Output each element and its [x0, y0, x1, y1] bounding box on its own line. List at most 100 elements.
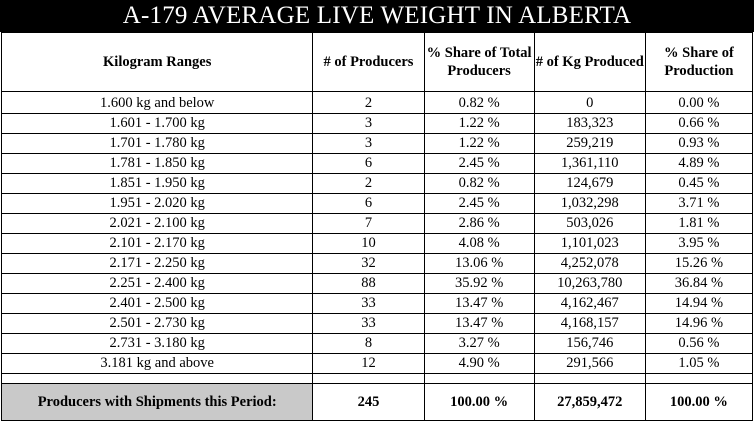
cell-share-producers: 13.47 % [423, 293, 535, 314]
cell-share-production: 0.45 % [644, 173, 754, 194]
cell-share-production: 0.93 % [644, 133, 754, 154]
cell-share-production: 14.94 % [644, 293, 754, 314]
cell-range: 2.401 - 2.500 kg [0, 293, 314, 314]
table-row: 2.731 - 3.180 kg 8 3.27 % 156,746 0.56 % [0, 333, 754, 354]
cell-range: 1.600 kg and below [0, 91, 314, 114]
cell-producers: 6 [312, 193, 425, 214]
spacer-row [0, 373, 754, 384]
cell-share-producers: 4.08 % [423, 233, 535, 254]
cell-range: 1.951 - 2.020 kg [0, 193, 314, 214]
table-row: 2.501 - 2.730 kg 33 13.47 % 4,168,157 14.96 … [0, 313, 754, 334]
cell-range: 2.731 - 3.180 kg [0, 333, 314, 354]
cell-range: 2.021 - 2.100 kg [0, 213, 314, 234]
cell-range: 2.171 - 2.250 kg [0, 253, 314, 274]
cell-producers: 8 [312, 333, 425, 354]
table-row: 2.101 - 2.170 kg 10 4.08 % 1,101,023 3.95 % [0, 233, 754, 254]
cell-kg-produced: 0 [533, 91, 646, 114]
cell-producers: 10 [312, 233, 425, 254]
table-row: 2.251 - 2.400 kg 88 35.92 % 10,263,780 36.84… [0, 273, 754, 294]
cell-share-production: 0.66 % [644, 113, 754, 134]
cell-share-producers: 1.22 % [423, 113, 535, 134]
totals-row: Producers with Shipments this Period: 24… [0, 383, 754, 421]
totals-kg-produced: 27,859,472 [533, 383, 646, 421]
totals-producers: 245 [312, 383, 425, 421]
table-row: 2.401 - 2.500 kg 33 13.47 % 4,162,467 14.94 … [0, 293, 754, 314]
cell-range: 1.701 - 1.780 kg [0, 133, 314, 154]
live-weight-table: Kilogram Ranges # of Producers % Share o… [0, 32, 754, 421]
cell-share-producers: 3.27 % [423, 333, 535, 354]
table-row: 1.600 kg and below 2 0.82 % 0 0.00 % [0, 91, 754, 114]
cell-kg-produced: 4,252,078 [533, 253, 646, 274]
cell-kg-produced: 124,679 [533, 173, 646, 194]
header-kilogram-ranges: Kilogram Ranges [0, 32, 314, 92]
totals-label: Producers with Shipments this Period: [0, 383, 314, 421]
cell-kg-produced: 1,032,298 [533, 193, 646, 214]
cell-kg-produced: 4,162,467 [533, 293, 646, 314]
cell-kg-produced: 1,101,023 [533, 233, 646, 254]
cell-share-producers: 2.45 % [423, 153, 535, 174]
cell-kg-produced: 156,746 [533, 333, 646, 354]
cell-kg-produced: 259,219 [533, 133, 646, 154]
cell-range: 1.781 - 1.850 kg [0, 153, 314, 174]
cell-share-producers: 13.47 % [423, 313, 535, 334]
table-body: 1.600 kg and below 2 0.82 % 0 0.00 % 1.601 - … [0, 91, 754, 374]
cell-kg-produced: 503,026 [533, 213, 646, 234]
table-row: 2.171 - 2.250 kg 32 13.06 % 4,252,078 15.26 … [0, 253, 754, 274]
table-row: 2.021 - 2.100 kg 7 2.86 % 503,026 1.81 % [0, 213, 754, 234]
header-share-producers: % Share of Total Producers [423, 32, 535, 92]
cell-producers: 33 [312, 293, 425, 314]
cell-share-producers: 4.90 % [423, 353, 535, 374]
table-row: 3.181 kg and above 12 4.90 % 291,566 1.05 % [0, 353, 754, 374]
cell-producers: 12 [312, 353, 425, 374]
cell-kg-produced: 183,323 [533, 113, 646, 134]
cell-kg-produced: 1,361,110 [533, 153, 646, 174]
cell-producers: 2 [312, 91, 425, 114]
cell-share-production: 3.95 % [644, 233, 754, 254]
cell-range: 2.101 - 2.170 kg [0, 233, 314, 254]
cell-share-production: 36.84 % [644, 273, 754, 294]
table-row: 1.601 - 1.700 kg 3 1.22 % 183,323 0.66 % [0, 113, 754, 134]
cell-share-producers: 0.82 % [423, 173, 535, 194]
cell-producers: 32 [312, 253, 425, 274]
cell-share-producers: 1.22 % [423, 133, 535, 154]
cell-share-production: 14.96 % [644, 313, 754, 334]
cell-share-production: 1.81 % [644, 213, 754, 234]
cell-producers: 88 [312, 273, 425, 294]
report-title: A-179 AVERAGE LIVE WEIGHT IN ALBERTA [0, 0, 754, 32]
cell-share-production: 0.56 % [644, 333, 754, 354]
totals-share-production: 100.00 % [644, 383, 754, 421]
cell-producers: 7 [312, 213, 425, 234]
cell-share-production: 4.89 % [644, 153, 754, 174]
table-row: 1.951 - 2.020 kg 6 2.45 % 1,032,298 3.71 % [0, 193, 754, 214]
cell-share-producers: 0.82 % [423, 91, 535, 114]
cell-kg-produced: 10,263,780 [533, 273, 646, 294]
cell-share-producers: 35.92 % [423, 273, 535, 294]
cell-share-production: 3.71 % [644, 193, 754, 214]
table-row: 1.701 - 1.780 kg 3 1.22 % 259,219 0.93 % [0, 133, 754, 154]
cell-share-production: 1.05 % [644, 353, 754, 374]
header-share-production: % Share of Production [644, 32, 754, 92]
cell-share-production: 15.26 % [644, 253, 754, 274]
cell-range: 2.501 - 2.730 kg [0, 313, 314, 334]
table-row: 1.781 - 1.850 kg 6 2.45 % 1,361,110 4.89 % [0, 153, 754, 174]
cell-range: 1.601 - 1.700 kg [0, 113, 314, 134]
cell-kg-produced: 291,566 [533, 353, 646, 374]
header-num-producers: # of Producers [312, 32, 425, 92]
cell-range: 1.851 - 1.950 kg [0, 173, 314, 194]
cell-range: 3.181 kg and above [0, 353, 314, 374]
cell-producers: 2 [312, 173, 425, 194]
cell-share-producers: 2.86 % [423, 213, 535, 234]
header-kg-produced: # of Kg Produced [533, 32, 646, 92]
cell-range: 2.251 - 2.400 kg [0, 273, 314, 294]
cell-producers: 3 [312, 113, 425, 134]
cell-producers: 6 [312, 153, 425, 174]
cell-producers: 33 [312, 313, 425, 334]
cell-share-producers: 2.45 % [423, 193, 535, 214]
table-row: 1.851 - 1.950 kg 2 0.82 % 124,679 0.45 % [0, 173, 754, 194]
cell-share-producers: 13.06 % [423, 253, 535, 274]
cell-kg-produced: 4,168,157 [533, 313, 646, 334]
cell-share-production: 0.00 % [644, 91, 754, 114]
totals-share-producers: 100.00 % [423, 383, 535, 421]
cell-producers: 3 [312, 133, 425, 154]
